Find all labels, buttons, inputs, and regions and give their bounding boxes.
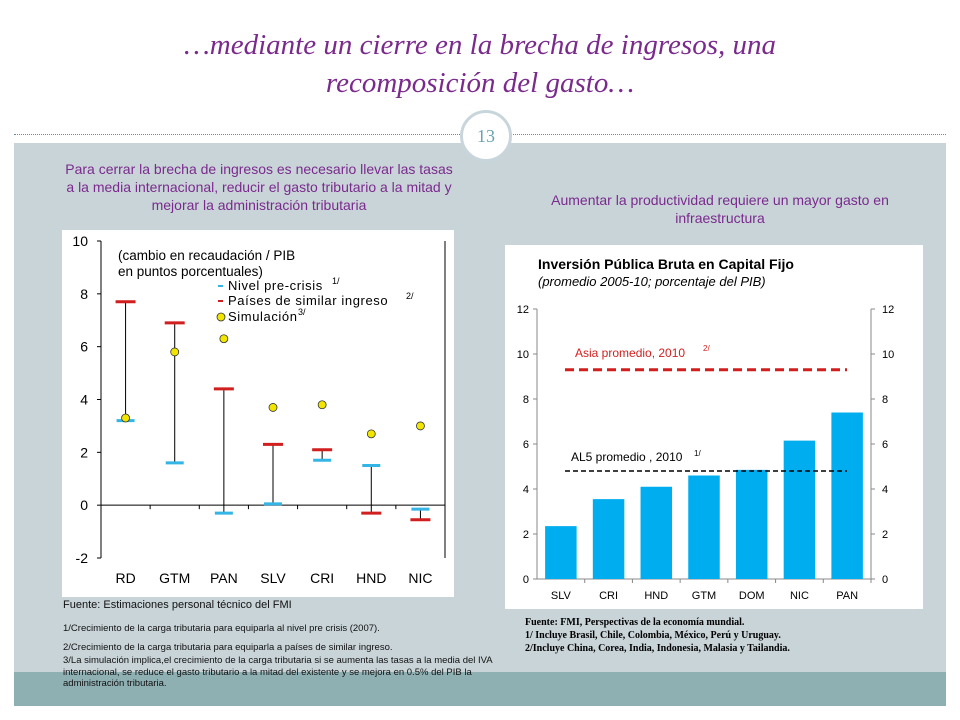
y-tick-label: 0 <box>80 497 88 513</box>
right-source-3: 2/Incluye China, Corea, India, Indonesia… <box>525 643 790 654</box>
y-tick-label-left: 12 <box>517 304 529 316</box>
left-note-2: 2/Crecimiento de la carga tributaria par… <box>63 642 393 653</box>
simulation-point <box>219 334 229 344</box>
public-investment-chart: Inversión Pública Bruta en Capital Fijo (… <box>517 256 895 602</box>
y-tick-label: 4 <box>80 392 88 408</box>
left-source: Fuente: Estimaciones personal técnico de… <box>63 599 292 611</box>
x-tick-label: HND <box>356 570 386 586</box>
left-note-3: 3/La simulación implica,el crecimiento d… <box>63 655 493 689</box>
asia-average-label: Asia promedio, 2010 <box>575 346 685 360</box>
simulation-point <box>268 403 278 412</box>
bar-gtm <box>688 475 720 579</box>
legend-entry: Países de similar ingreso <box>228 293 388 308</box>
legend-note: 1/ <box>332 276 340 286</box>
chart-title-line-1: (cambio en recaudación / PIB <box>118 248 295 263</box>
simulation-point <box>170 347 180 357</box>
simulation-point <box>416 421 425 431</box>
y-tick-label: -2 <box>76 550 89 566</box>
simulation-point <box>366 429 376 439</box>
y-tick-label-left: 10 <box>517 349 529 361</box>
legend-note: 3/ <box>298 307 306 317</box>
slide-title: …mediante un cierre en la brecha de ingr… <box>60 26 900 102</box>
y-tick-label-left: 8 <box>523 394 529 406</box>
chart-title-line-2: en puntos porcentuales) <box>118 264 263 279</box>
legend-entry: Simulación <box>228 309 298 324</box>
y-tick-label-left: 4 <box>523 484 529 496</box>
x-tick-label: PAN <box>836 590 858 602</box>
simulation-point <box>121 413 130 423</box>
y-tick-label-left: 6 <box>523 439 529 451</box>
tax-chart-box: 10 8 6 4 2 0 -2 RD GTM PAN SLV CRI HND NIC (cambio en … <box>62 230 454 597</box>
x-tick-label: SLV <box>260 570 286 586</box>
x-tick-label: NIC <box>790 590 809 602</box>
right-source-1: Fuente: FMI, Perspectivas de la economía… <box>525 617 745 628</box>
right-subtitle: Aumentar la productividad requiere un ma… <box>551 192 889 226</box>
bar-cri <box>592 499 625 579</box>
slide-title-line-1: …mediante un cierre en la brecha de ingr… <box>184 29 776 61</box>
tax-gap-chart: 10 8 6 4 2 0 -2 RD GTM PAN SLV CRI HND NIC (cambio en … <box>72 233 446 586</box>
x-tick-label: DOM <box>739 590 765 602</box>
x-tick-label: CRI <box>599 590 618 602</box>
x-tick-label: NIC <box>408 570 432 586</box>
y-tick-label: 10 <box>72 233 88 249</box>
y-tick-label-right: 2 <box>882 529 888 541</box>
x-tick-label: GTM <box>159 570 190 586</box>
slide-title-line-2: recomposición del gasto… <box>325 67 635 99</box>
investment-chart-box: Inversión Pública Bruta en Capital Fijo (… <box>505 245 923 609</box>
bar-dom <box>735 469 768 579</box>
asia-average-note: 2/ <box>703 344 710 353</box>
bar-hnd <box>640 486 673 579</box>
al5-average-label: AL5 promedio , 2010 <box>571 450 683 464</box>
y-tick-label-right: 12 <box>882 304 894 316</box>
chart-subtitle: (promedio 2005-10; porcentaje del PIB) <box>538 274 766 289</box>
y-tick-label-right: 6 <box>882 439 888 451</box>
y-tick-label-right: 10 <box>882 349 894 361</box>
al5-average-note: 1/ <box>694 449 701 458</box>
chart-title: Inversión Pública Bruta en Capital Fijo <box>538 256 794 272</box>
y-tick-label: 8 <box>80 286 88 302</box>
x-tick-label: GTM <box>692 590 716 602</box>
left-note-1: 1/Crecimiento de la carga tributaria par… <box>63 623 380 634</box>
y-tick-label-right: 0 <box>882 574 888 586</box>
legend-swatch <box>216 312 226 322</box>
left-subtitle: Para cerrar la brecha de ingresos es nec… <box>65 161 453 213</box>
y-tick-label-left: 0 <box>523 574 529 586</box>
bar-pan <box>831 412 863 579</box>
x-tick-label: SLV <box>551 590 572 602</box>
y-tick-label-right: 8 <box>882 394 888 406</box>
x-tick-label: HND <box>644 590 668 602</box>
x-tick-label: RD <box>115 570 135 586</box>
right-source-2: 1/ Incluye Brasil, Chile, Colombia, Méxi… <box>525 630 781 641</box>
y-tick-label-right: 4 <box>882 484 888 496</box>
bottom-band <box>14 672 946 706</box>
y-tick-label-left: 2 <box>523 529 529 541</box>
bar-slv <box>545 526 577 579</box>
legend-note: 2/ <box>406 291 414 301</box>
x-tick-label: CRI <box>310 570 334 586</box>
bar-nic <box>783 440 816 579</box>
x-tick-label: PAN <box>210 570 238 586</box>
legend-entry: Nivel pre-crisis <box>228 278 323 293</box>
y-tick-label: 2 <box>80 444 88 460</box>
page-number: 13 <box>460 110 512 162</box>
y-tick-label: 6 <box>80 339 88 355</box>
simulation-point <box>317 400 327 410</box>
